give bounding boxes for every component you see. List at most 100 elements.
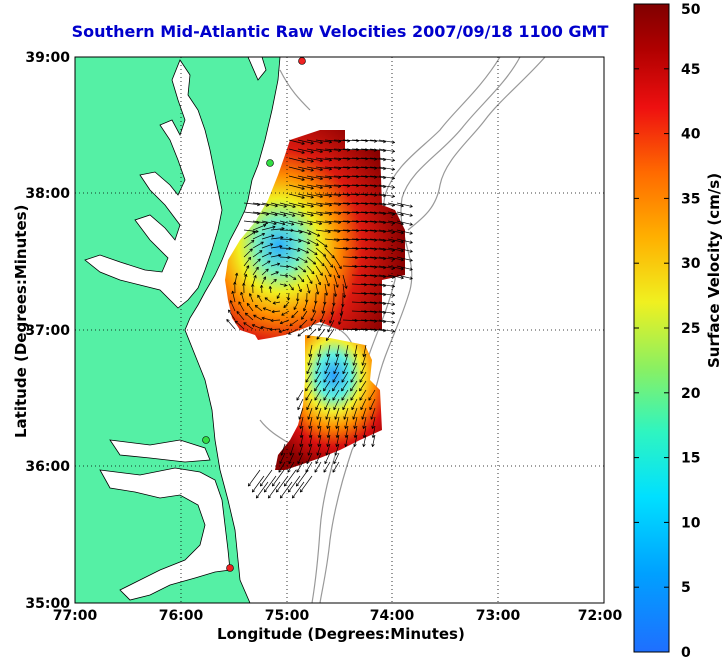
velocity-arrow — [333, 274, 339, 288]
velocity-arrow — [350, 380, 358, 392]
velocity-arrow — [317, 434, 322, 447]
velocity-arrow — [361, 353, 367, 366]
velocity-arrow — [299, 475, 313, 493]
velocity-arrow — [387, 238, 404, 244]
velocity-arrow — [324, 452, 331, 465]
velocity-arrow — [243, 229, 259, 234]
velocity-arrow — [279, 220, 295, 226]
velocity-arrow — [270, 262, 281, 267]
velocity-arrow — [324, 398, 331, 411]
y-tick-label: 38:00 — [25, 186, 70, 202]
velocity-arrow — [234, 272, 239, 285]
velocity-arrow — [279, 211, 296, 217]
velocity-arrow — [324, 283, 329, 296]
velocity-arrow — [263, 475, 277, 493]
velocity-arrow — [378, 328, 396, 333]
velocity-arrow — [276, 292, 281, 299]
velocity-arrow — [261, 268, 269, 276]
velocity-arrow — [279, 319, 290, 325]
velocity-arrow — [291, 310, 299, 319]
velocity-arrow — [252, 232, 266, 240]
gridlines — [75, 57, 604, 603]
velocity-arrow — [323, 380, 331, 392]
velocity-arrow — [279, 283, 288, 287]
velocity-arrow — [251, 283, 255, 294]
velocity-arrow — [371, 425, 376, 439]
velocity-arrow — [288, 220, 304, 226]
velocity-arrow — [360, 398, 367, 411]
velocity-arrow — [316, 443, 322, 456]
velocity-arrow — [317, 416, 322, 429]
velocity-arrow — [334, 407, 340, 420]
velocity-arrow — [247, 469, 261, 487]
velocity-arrow — [246, 302, 254, 312]
velocity-arrow — [352, 407, 358, 420]
velocity-arrow — [359, 371, 367, 383]
velocity-arrow — [362, 416, 367, 429]
velocity-arrow — [240, 291, 245, 303]
velocity-arrow — [243, 248, 253, 258]
velocity-arrow — [252, 266, 259, 276]
velocity-arrow — [396, 274, 413, 280]
velocity-arrow — [260, 325, 272, 330]
velocity-arrow — [299, 319, 308, 329]
velocity-arrow — [343, 353, 349, 366]
velocity-arrow — [306, 202, 323, 208]
velocity-arrow — [297, 184, 314, 190]
velocity-arrow — [323, 371, 331, 383]
velocity-arrow — [228, 309, 236, 321]
velocity-arrow — [261, 316, 272, 321]
velocity-arrow — [243, 322, 254, 330]
velocity-arrow — [261, 252, 272, 258]
velocity-arrow — [281, 310, 290, 316]
velocity-arrow — [301, 310, 308, 320]
velocity-arrow — [344, 434, 349, 447]
velocity-arrow — [252, 258, 261, 267]
velocity-arrow — [257, 294, 263, 303]
velocity-arrow — [378, 157, 396, 162]
velocity-arrow — [350, 389, 358, 401]
velocity-arrow — [306, 220, 323, 225]
velocity-arrow — [287, 461, 295, 473]
velocity-arrow — [396, 220, 413, 226]
velocity-arrow — [272, 301, 281, 305]
velocity-arrow — [325, 328, 335, 342]
velocity-arrow — [332, 389, 340, 401]
station-marker — [226, 564, 234, 572]
x-tick-label: 76:00 — [159, 608, 204, 624]
velocity-arrow — [353, 416, 358, 429]
velocity-arrow — [279, 202, 296, 208]
velocity-arrow — [314, 461, 322, 473]
velocity-arrow — [252, 224, 267, 231]
velocity-arrow — [270, 253, 282, 258]
x-tick-label: 75:00 — [265, 608, 310, 624]
velocity-arrow — [335, 434, 340, 447]
velocity-arrow — [396, 202, 413, 208]
velocity-arrow — [271, 469, 285, 487]
velocity-arrow — [310, 310, 317, 322]
velocity-arrow — [283, 469, 297, 487]
velocity-arrow — [264, 297, 272, 303]
velocity-arrow — [255, 481, 269, 499]
colorbar-tick-label: 30 — [681, 256, 701, 272]
colorbar-tick-label: 35 — [681, 191, 700, 207]
y-tick-label: 39:00 — [25, 50, 70, 66]
velocity-arrow — [378, 193, 396, 198]
velocity-arrow — [333, 452, 340, 465]
velocity-arrow — [297, 220, 313, 226]
colorbar-tick-label: 20 — [681, 386, 701, 402]
velocity-arrow — [335, 344, 340, 357]
y-tick-label: 36:00 — [25, 459, 70, 475]
velocity-arrow — [314, 389, 322, 401]
velocity-arrow — [387, 265, 404, 271]
velocity-arrow — [341, 380, 349, 392]
velocity-arrow — [288, 238, 302, 243]
velocity-arrow — [243, 265, 250, 276]
velocity-arrow — [297, 238, 311, 245]
velocity-arrow — [341, 371, 349, 383]
velocity-arrow — [387, 211, 404, 217]
velocity-arrow — [359, 389, 367, 401]
velocity-arrow — [306, 265, 315, 275]
velocity-arrow — [378, 301, 396, 306]
velocity-arrow — [307, 328, 317, 339]
